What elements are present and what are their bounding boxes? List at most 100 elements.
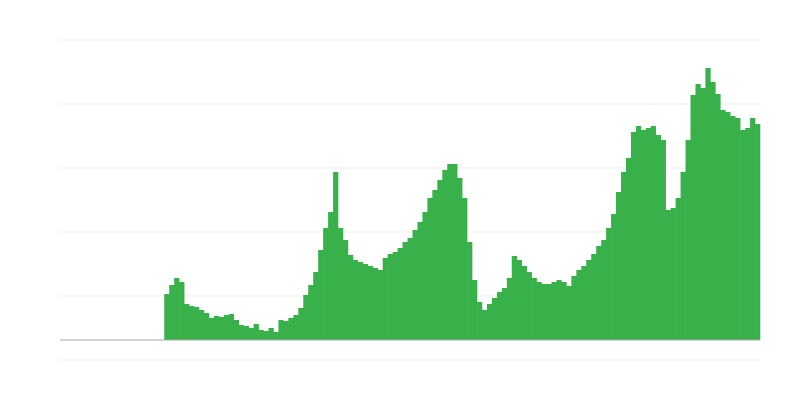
bar bbox=[640, 130, 647, 340]
bar bbox=[561, 282, 567, 340]
bar bbox=[511, 256, 518, 340]
bar bbox=[571, 276, 577, 340]
bar bbox=[576, 270, 582, 340]
bar bbox=[223, 315, 230, 340]
bar bbox=[481, 310, 488, 340]
bar bbox=[303, 295, 309, 340]
bar bbox=[268, 328, 274, 340]
bar bbox=[556, 280, 562, 340]
bar bbox=[372, 268, 379, 340]
bar bbox=[591, 254, 597, 340]
bar bbox=[541, 284, 547, 340]
bar bbox=[213, 316, 220, 340]
bar bbox=[452, 164, 458, 340]
bar bbox=[328, 212, 334, 340]
bar bbox=[750, 118, 756, 340]
bar bbox=[352, 260, 359, 340]
bar bbox=[367, 266, 374, 340]
bar bbox=[199, 310, 205, 340]
bar bbox=[675, 198, 681, 340]
bar bbox=[233, 320, 240, 340]
bar bbox=[377, 270, 383, 340]
bar bbox=[273, 332, 279, 340]
bar bbox=[740, 130, 746, 340]
bar bbox=[288, 318, 294, 340]
bar bbox=[586, 260, 592, 340]
bar bbox=[616, 192, 622, 340]
bar bbox=[645, 128, 652, 340]
bar bbox=[472, 280, 478, 340]
bar bbox=[179, 282, 185, 340]
bar bbox=[581, 266, 587, 340]
bar bbox=[208, 318, 215, 340]
bar bbox=[392, 252, 398, 340]
bar bbox=[720, 110, 726, 340]
bar bbox=[506, 278, 513, 340]
bar bbox=[263, 331, 269, 340]
bar bbox=[442, 170, 448, 340]
bar bbox=[611, 214, 617, 340]
bar bbox=[531, 278, 537, 340]
bar bbox=[680, 172, 686, 340]
bar bbox=[725, 112, 731, 340]
bar bbox=[298, 308, 304, 340]
bar bbox=[347, 255, 354, 340]
bar bbox=[630, 132, 637, 340]
bar bbox=[278, 320, 284, 340]
bar bbox=[755, 124, 761, 340]
bar bbox=[625, 158, 632, 340]
bar bbox=[397, 248, 403, 340]
bar bbox=[283, 321, 289, 340]
bar bbox=[382, 258, 388, 340]
bar bbox=[437, 180, 443, 340]
bar bbox=[253, 324, 259, 340]
bar bbox=[601, 240, 607, 340]
bar bbox=[551, 282, 557, 340]
bar bbox=[596, 246, 602, 340]
bar bbox=[462, 198, 468, 340]
bar bbox=[194, 307, 200, 340]
bar bbox=[318, 250, 324, 340]
bar bbox=[730, 116, 736, 340]
bar bbox=[526, 272, 532, 340]
bar bbox=[447, 164, 453, 340]
bar bbox=[536, 282, 542, 340]
bars bbox=[164, 68, 761, 340]
bar bbox=[238, 325, 244, 340]
bar bbox=[496, 292, 503, 340]
bar bbox=[685, 140, 691, 340]
bar bbox=[164, 294, 170, 340]
bar bbox=[467, 242, 473, 340]
bar bbox=[174, 278, 180, 340]
bar bbox=[715, 94, 721, 340]
bar bbox=[417, 222, 423, 340]
bar bbox=[695, 84, 701, 340]
bar bbox=[402, 242, 408, 340]
bar bbox=[357, 262, 364, 340]
bar bbox=[218, 317, 225, 340]
bar bbox=[228, 314, 235, 340]
bar bbox=[710, 82, 716, 340]
bar bbox=[432, 190, 438, 340]
bar bbox=[546, 284, 552, 340]
bar bbox=[700, 88, 706, 340]
bar bbox=[491, 298, 498, 340]
bar bbox=[655, 135, 662, 340]
bar bbox=[566, 286, 572, 340]
bar bbox=[422, 212, 428, 340]
bar bbox=[323, 228, 329, 340]
bar bbox=[258, 330, 264, 340]
bar bbox=[620, 172, 627, 340]
bar bbox=[189, 306, 195, 340]
bar bbox=[486, 304, 493, 340]
bar bbox=[387, 254, 393, 340]
bar bbox=[705, 68, 711, 340]
bar bbox=[516, 260, 523, 340]
bar bbox=[457, 178, 463, 340]
bar bbox=[342, 240, 349, 340]
bar bbox=[308, 285, 314, 340]
bar bbox=[660, 140, 666, 340]
bar bbox=[690, 95, 696, 340]
bar bbox=[606, 228, 612, 340]
bar bbox=[477, 302, 483, 340]
